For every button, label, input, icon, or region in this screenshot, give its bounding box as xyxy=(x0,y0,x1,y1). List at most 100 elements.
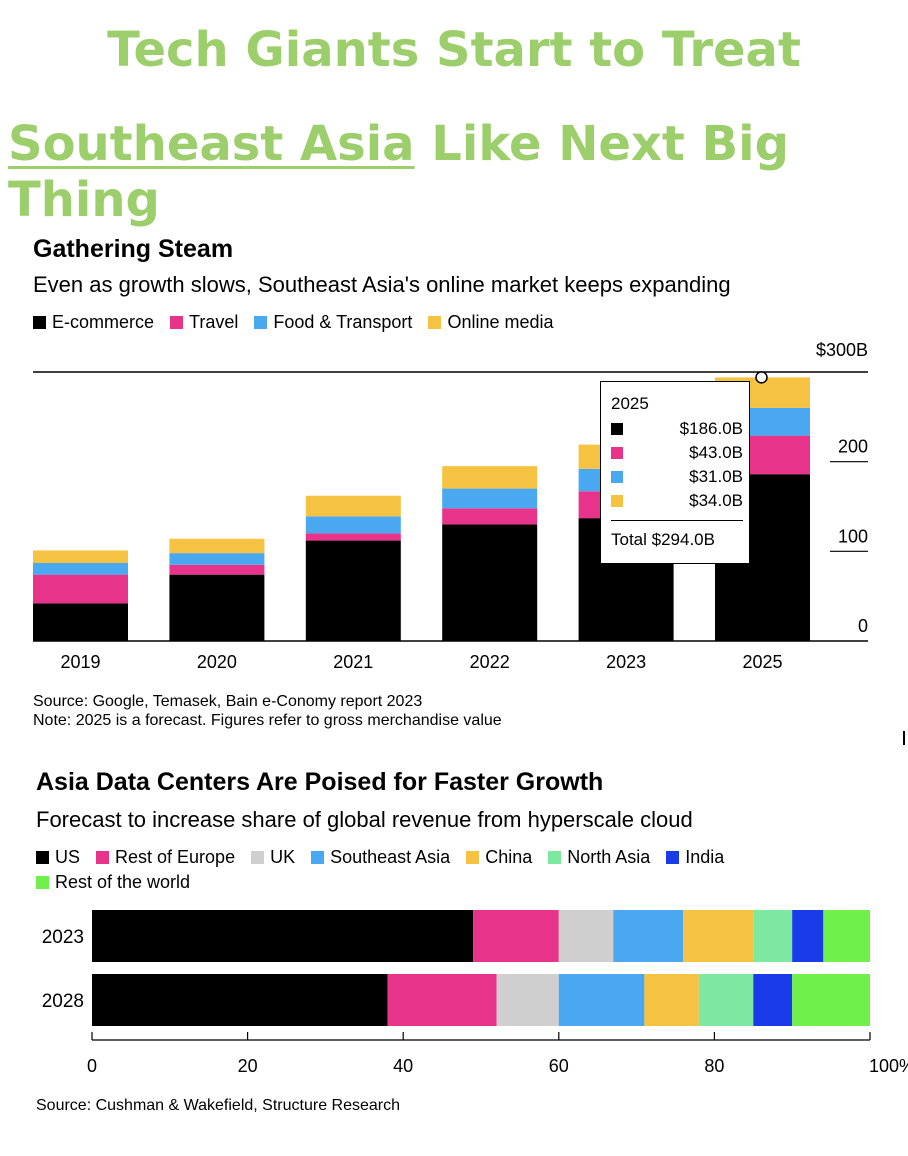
hbar-north-asia-2028 xyxy=(698,974,754,1026)
legend-item-rest-of-the-world: Rest of the world xyxy=(36,870,190,895)
hbar-us-2028 xyxy=(92,974,388,1026)
hbar-southeast-asia-2028 xyxy=(558,974,645,1026)
bar-food-transport-2021 xyxy=(305,516,401,534)
chart2-title: Asia Data Centers Are Poised for Faster … xyxy=(36,768,604,796)
legend-label-us: US xyxy=(55,847,81,867)
tooltip-row-online-media: $34.0B xyxy=(611,491,743,513)
legend-item-india: India xyxy=(666,845,724,870)
tooltip-value-travel: $43.0B xyxy=(689,443,743,462)
chart1-plot: 0 100 200 $300B 2019 2020 2021 2022 2023 2025 xyxy=(33,340,868,672)
bar-food-transport-2020 xyxy=(169,553,265,565)
chart1-title: Gathering Steam xyxy=(33,235,234,263)
bar-online-media-2022 xyxy=(442,466,538,489)
hbar-uk-2023 xyxy=(558,910,614,962)
tooltip-value-online-media: $34.0B xyxy=(689,491,743,510)
tooltip-value-ecommerce: $186.0B xyxy=(679,419,743,438)
hbar-rest-of-europe-2023 xyxy=(473,910,559,962)
chart2-source: Source: Cushman & Wakefield, Structure R… xyxy=(36,1097,401,1114)
bar-travel-2020 xyxy=(169,564,265,575)
legend-swatch-uk xyxy=(251,851,265,864)
legend-label-food-transport: Food & Transport xyxy=(273,312,413,332)
xtick-label: 80 xyxy=(704,1056,724,1076)
xtick-label: 100% xyxy=(869,1056,908,1076)
chart1-tooltip: 2025 $186.0B $43.0B $31.0B $34.0B Total … xyxy=(600,381,750,564)
legend-swatch-online-media xyxy=(428,316,442,329)
legend-label-india: India xyxy=(685,847,725,867)
legend-label-rest-of-the-world: Rest of the world xyxy=(55,872,191,892)
xtick-label: 2023 xyxy=(606,652,646,672)
hover-marker[interactable] xyxy=(755,371,768,384)
xtick-label: 2019 xyxy=(60,652,100,672)
headline-underlined-phrase: Southeast Asia xyxy=(8,116,415,172)
legend-swatch-rest-of-the-world xyxy=(36,876,49,889)
bar-online-media-2020 xyxy=(169,538,265,554)
hbar-india-2028 xyxy=(753,974,793,1026)
bar-e-commerce-2022 xyxy=(442,524,538,641)
legend-item-online-media: Online media xyxy=(428,310,554,335)
bar-travel-2022 xyxy=(442,508,538,525)
xtick-label: 2020 xyxy=(197,652,237,672)
ytick-label: $300B xyxy=(816,340,868,360)
headline-line-2: Southeast Asia Like Next Big Thing xyxy=(8,116,908,228)
legend-swatch-e-commerce xyxy=(33,316,46,329)
legend-label-uk: UK xyxy=(270,847,296,867)
bar-e-commerce-2020 xyxy=(169,574,265,641)
legend-item-travel: Travel xyxy=(170,310,238,335)
legend-item-north-asia: North Asia xyxy=(548,845,650,870)
bar-travel-2019 xyxy=(33,574,128,604)
bar-food-transport-2022 xyxy=(442,488,538,509)
legend-item-e-commerce: E-commerce xyxy=(33,310,154,335)
row-label: 2028 xyxy=(42,991,84,1012)
chart2-subtitle: Forecast to increase share of global rev… xyxy=(36,807,693,832)
hbar-china-2028 xyxy=(644,974,699,1026)
tooltip-year: 2025 xyxy=(611,394,649,413)
chart1-note: Note: 2025 is a forecast. Figures refer … xyxy=(33,712,502,729)
legend-label-rest-of-europe: Rest of Europe xyxy=(115,847,236,867)
xtick-label: 20 xyxy=(238,1056,258,1076)
legend-item-us: US xyxy=(36,845,80,870)
tooltip-row-ecommerce: $186.0B xyxy=(611,419,743,441)
legend-swatch-southeast-asia xyxy=(311,851,325,864)
tooltip-value-food-transport: $31.0B xyxy=(689,467,743,486)
tooltip-swatch-ecommerce xyxy=(611,423,623,435)
bar-travel-2021 xyxy=(305,533,401,541)
legend-item-rest-of-europe: Rest of Europe xyxy=(96,845,235,870)
tooltip-row-travel: $43.0B xyxy=(611,443,743,465)
headline-line-1: Tech Giants Start to Treat xyxy=(107,22,801,78)
bar-e-commerce-2019 xyxy=(33,603,128,641)
legend-swatch-rest-of-europe xyxy=(96,851,110,864)
row-label: 2023 xyxy=(42,927,84,948)
xtick-label: 60 xyxy=(549,1056,569,1076)
xtick-label: 0 xyxy=(87,1056,97,1076)
legend-item-food-transport: Food & Transport xyxy=(254,310,412,335)
xtick-label: 2021 xyxy=(333,652,373,672)
xtick-label: 2022 xyxy=(470,652,510,672)
legend-item-southeast-asia: Southeast Asia xyxy=(311,845,450,870)
bar-online-media-2021 xyxy=(305,495,401,517)
tooltip-total: Total $294.0B xyxy=(611,530,715,549)
hbar-india-2023 xyxy=(792,910,824,962)
chart1-legend: E-commerce Travel Food & Transport Online m… xyxy=(33,310,893,335)
xtick-label: 40 xyxy=(393,1056,413,1076)
legend-swatch-north-asia xyxy=(548,851,562,864)
xtick-label: 2025 xyxy=(742,652,782,672)
chart1-source: Source: Google, Temasek, Bain e-Conomy r… xyxy=(33,693,423,710)
legend-swatch-us xyxy=(36,851,49,864)
hbar-us-2023 xyxy=(92,910,474,962)
chart2-legend: US Rest of Europe UK Southeast Asia China Nor… xyxy=(36,845,856,895)
legend-label-china: China xyxy=(485,847,533,867)
bar-food-transport-2019 xyxy=(33,562,128,575)
legend-swatch-india xyxy=(666,851,680,864)
legend-swatch-china xyxy=(466,851,480,864)
tooltip-swatch-food-transport xyxy=(611,471,623,483)
hbar-rest-of-the-world-2028 xyxy=(792,974,870,1026)
hbar-southeast-asia-2023 xyxy=(613,910,684,962)
tooltip-swatch-travel xyxy=(611,447,623,459)
tooltip-row-food-transport: $31.0B xyxy=(611,467,743,489)
legend-label-north-asia: North Asia xyxy=(567,847,651,867)
chart2-plot: 2023 2028 0 20 40 60 80 100% xyxy=(42,910,908,1076)
legend-swatch-travel xyxy=(170,316,184,329)
hbar-north-asia-2023 xyxy=(753,910,793,962)
hbar-rest-of-europe-2028 xyxy=(387,974,497,1026)
tooltip-divider xyxy=(611,520,743,521)
